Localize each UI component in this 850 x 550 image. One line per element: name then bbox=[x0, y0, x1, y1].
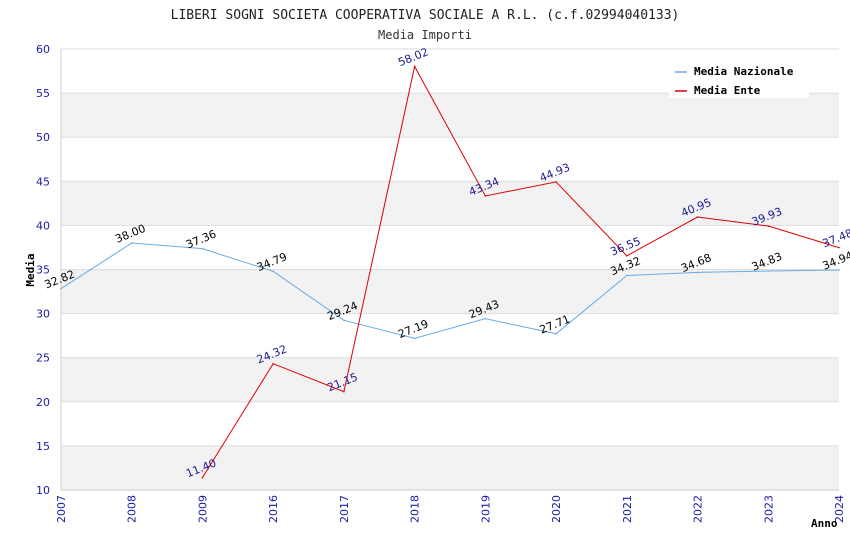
data-point-media-nazionale bbox=[201, 247, 204, 250]
chart-subtitle: Media Importi bbox=[378, 28, 472, 42]
series-line-media-ente bbox=[202, 65, 840, 478]
grid-band bbox=[61, 93, 839, 138]
data-point-media-nazionale bbox=[130, 242, 133, 244]
y-tick-label: 15 bbox=[36, 440, 50, 453]
data-point-media-nazionale bbox=[555, 332, 557, 335]
x-tick-label: 2022 bbox=[692, 495, 705, 523]
data-point-media-ente bbox=[484, 195, 487, 197]
x-tick-label: 2008 bbox=[126, 495, 139, 523]
grid-band bbox=[61, 445, 839, 490]
y-tick-label: 45 bbox=[36, 175, 50, 188]
grid-band bbox=[61, 357, 839, 402]
x-tick-label: 2019 bbox=[479, 495, 492, 523]
data-point-media-nazionale bbox=[343, 319, 345, 322]
legend-label-media-ente: Media Ente bbox=[694, 84, 761, 97]
y-tick-label: 35 bbox=[36, 264, 50, 277]
x-tick-label: 2016 bbox=[267, 495, 280, 523]
data-point-media-ente bbox=[626, 255, 628, 257]
y-tick-label: 50 bbox=[36, 131, 50, 144]
y-tick-label: 20 bbox=[36, 396, 50, 409]
y-axis-label: Media bbox=[24, 253, 37, 286]
y-axis-ticks: 10 15 20 25 30 35 40 45 50 55 60 bbox=[36, 43, 50, 497]
data-point-media-nazionale bbox=[272, 270, 274, 273]
legend: Media Nazionale Media Ente bbox=[669, 60, 809, 98]
y-tick-label: 25 bbox=[36, 352, 50, 365]
legend-box bbox=[669, 60, 809, 98]
data-point-media-nazionale bbox=[696, 271, 699, 274]
data-point-media-ente bbox=[413, 65, 416, 68]
series-line-media-nazionale bbox=[60, 242, 840, 339]
data-label-media-nazionale: 27.71 bbox=[538, 313, 572, 337]
x-axis-label: Anno bbox=[811, 517, 838, 530]
x-tick-label: 2018 bbox=[409, 495, 422, 523]
data-point-media-ente bbox=[555, 181, 557, 183]
y-tick-label: 55 bbox=[36, 87, 50, 100]
chart-title: LIBERI SOGNI SOCIETA COOPERATIVA SOCIALE… bbox=[171, 8, 680, 23]
series-layer bbox=[60, 65, 840, 479]
y-tick-label: 40 bbox=[36, 219, 50, 232]
x-axis-ticks: 2007 2008 2009 2016 2017 2018 2019 2020 2021 2022… bbox=[55, 495, 846, 523]
data-point-media-nazionale bbox=[626, 274, 628, 277]
data-point-media-nazionale bbox=[838, 269, 840, 271]
data-point-media-ente bbox=[343, 390, 345, 393]
grid-band bbox=[61, 269, 839, 314]
x-tick-label: 2023 bbox=[762, 495, 775, 523]
data-point-media-nazionale bbox=[484, 317, 487, 320]
data-point-media-nazionale bbox=[60, 287, 62, 290]
x-tick-label: 2020 bbox=[550, 495, 563, 523]
data-point-media-nazionale bbox=[767, 270, 770, 272]
x-tick-label: 2017 bbox=[338, 495, 351, 523]
x-tick-label: 2021 bbox=[621, 495, 634, 523]
data-label-media-nazionale: 37.36 bbox=[184, 228, 218, 252]
data-point-media-ente bbox=[201, 476, 204, 479]
data-point-media-ente bbox=[767, 225, 770, 227]
x-tick-label: 2007 bbox=[55, 495, 68, 523]
y-tick-label: 10 bbox=[36, 484, 50, 497]
data-point-media-nazionale bbox=[413, 337, 416, 340]
grid-bands bbox=[61, 93, 839, 490]
legend-label-media-nazionale: Media Nazionale bbox=[694, 65, 794, 78]
x-tick-label: 2024 bbox=[833, 495, 846, 523]
data-point-media-ente bbox=[272, 362, 274, 365]
data-point-media-ente bbox=[838, 246, 840, 249]
data-point-media-ente bbox=[696, 216, 699, 218]
grid-band bbox=[61, 181, 839, 226]
y-tick-label: 30 bbox=[36, 308, 50, 321]
y-tick-label: 60 bbox=[36, 43, 50, 56]
x-tick-label: 2009 bbox=[196, 495, 209, 523]
data-label-media-nazionale: 27.19 bbox=[396, 317, 430, 341]
